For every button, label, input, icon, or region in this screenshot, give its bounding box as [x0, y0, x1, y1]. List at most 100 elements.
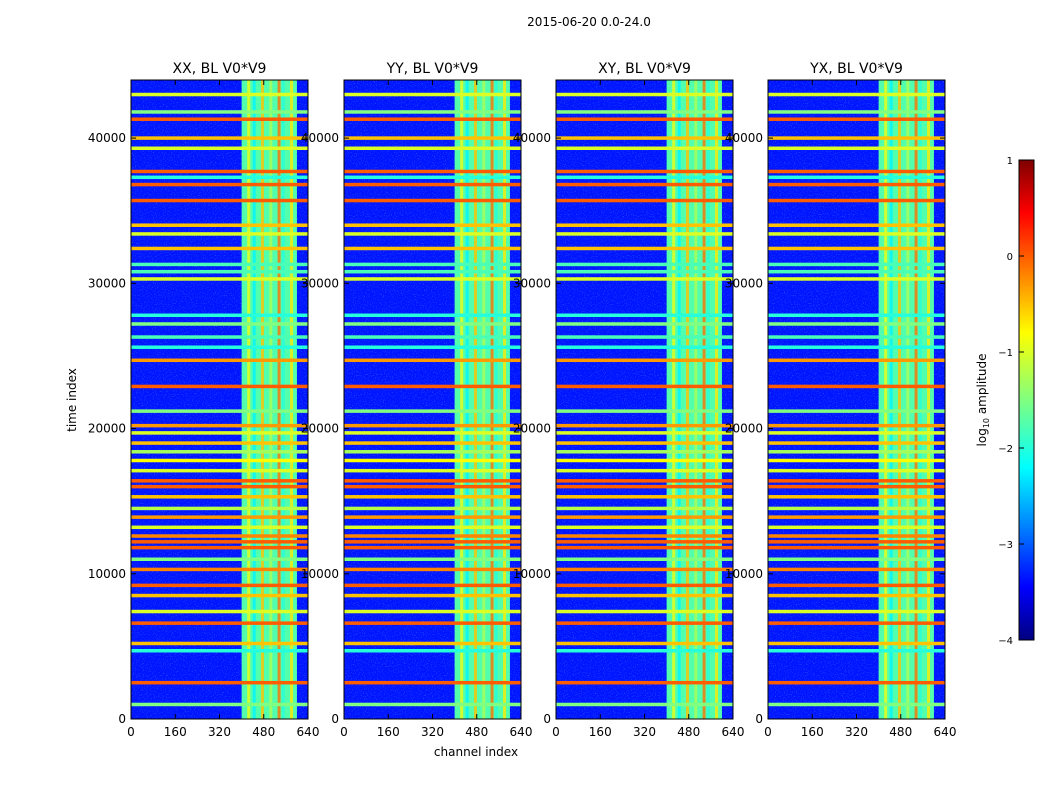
y-tick-label: 20000 [513, 422, 551, 436]
band-channel-line-1 [465, 80, 469, 719]
rfi-row-16 [768, 495, 945, 499]
rfi-row-2 [556, 648, 733, 653]
x-tick-label: 160 [377, 725, 400, 739]
band-channel-line-0 [460, 80, 464, 719]
rfi-row-19 [768, 468, 945, 473]
rfi-row-5 [556, 609, 733, 614]
figure-suptitle: 2015-06-20 0.0-24.0 [527, 15, 651, 29]
rfi-row-38 [556, 198, 733, 203]
rfi-row-1 [768, 680, 945, 685]
rfi-row-15 [768, 506, 945, 511]
rfi-row-39 [768, 182, 945, 187]
rfi-row-34 [131, 262, 308, 267]
rfi-row-24 [768, 423, 945, 428]
panel-2: XY, BL V0*V9 0 160 320 480 640 0 10000 20000 3000… [513, 61, 745, 739]
rfi-row-46 [131, 92, 308, 97]
x-tick-label: 160 [801, 725, 824, 739]
y-tick-label: 30000 [301, 276, 339, 290]
colorbar-tick-label: −2 [998, 444, 1013, 455]
rfi-row-23 [344, 431, 521, 435]
rfi-row-34 [768, 262, 945, 267]
rfi-row-30 [131, 322, 308, 326]
band-channel-line-6 [715, 80, 719, 719]
rfi-row-5 [768, 609, 945, 614]
rfi-row-15 [131, 506, 308, 511]
y-tick-label: 20000 [725, 422, 763, 436]
rfi-row-46 [344, 92, 521, 97]
band-channel-line-0 [672, 80, 676, 719]
y-tick-label: 10000 [88, 567, 126, 581]
rfi-row-0 [131, 702, 308, 707]
rfi-row-33 [344, 269, 521, 274]
rfi-row-14 [131, 515, 308, 519]
rfi-row-30 [556, 322, 733, 326]
rfi-row-8 [344, 567, 521, 572]
rfi-row-8 [768, 567, 945, 572]
rfi-row-0 [344, 702, 521, 707]
rfi-row-28 [556, 345, 733, 349]
rfi-row-11 [344, 540, 521, 544]
band-channel-line-2 [897, 80, 901, 719]
rfi-row-18 [768, 479, 945, 483]
band-channel-line-5 [918, 80, 922, 719]
colorbar-label-log: log [975, 428, 989, 446]
y-tick-label: 40000 [301, 131, 339, 145]
rfi-row-25 [556, 409, 733, 413]
rfi-row-26 [768, 384, 945, 389]
rfi-row-20 [768, 458, 945, 463]
rfi-row-36 [131, 232, 308, 236]
rfi-row-34 [344, 262, 521, 267]
band-channel-line-1 [889, 80, 893, 719]
rfi-row-38 [344, 198, 521, 203]
rfi-row-30 [768, 322, 945, 326]
rfi-row-42 [344, 146, 521, 151]
rfi-row-44 [768, 117, 945, 121]
rfi-row-20 [344, 458, 521, 463]
band-channel-line-3 [269, 80, 273, 719]
x-tick-label: 0 [340, 725, 348, 739]
rfi-row-36 [768, 232, 945, 236]
rfi-row-16 [131, 495, 308, 499]
rfi-row-32 [131, 277, 308, 281]
rfi-row-6 [556, 593, 733, 598]
rfi-row-29 [556, 335, 733, 339]
y-tick-label: 10000 [725, 567, 763, 581]
rfi-row-43 [556, 136, 733, 140]
rfi-row-23 [556, 431, 733, 435]
rfi-row-36 [556, 232, 733, 236]
rfi-row-44 [131, 117, 308, 121]
rfi-row-35 [344, 246, 521, 251]
x-tick-label: 640 [934, 725, 957, 739]
rfi-row-10 [768, 545, 945, 550]
panel-1: YY, BL V0*V9 0 160 320 480 640 0 10000 20000 3000… [301, 61, 533, 739]
rfi-row-40 [768, 175, 945, 180]
rfi-row-45 [768, 110, 945, 114]
x-tick-label: 160 [589, 725, 612, 739]
rfi-row-6 [344, 593, 521, 598]
rfi-row-28 [768, 345, 945, 349]
rfi-row-17 [344, 484, 521, 489]
rfi-row-3 [556, 641, 733, 646]
y-tick-label: 30000 [513, 276, 551, 290]
y-tick-label: 0 [331, 712, 339, 726]
rfi-row-41 [344, 169, 521, 174]
rfi-row-1 [556, 680, 733, 685]
rfi-row-2 [131, 648, 308, 653]
rfi-row-37 [556, 223, 733, 227]
rfi-row-17 [131, 484, 308, 489]
rfi-row-24 [344, 423, 521, 428]
band-channel-line-4 [914, 80, 918, 719]
band-channel-line-5 [706, 80, 710, 719]
band-channel-line-1 [677, 80, 681, 719]
rfi-row-8 [556, 567, 733, 572]
rfi-row-18 [344, 479, 521, 483]
rfi-row-16 [556, 495, 733, 499]
rfi-row-17 [768, 484, 945, 489]
x-tick-label: 320 [208, 725, 231, 739]
rfi-row-46 [768, 92, 945, 97]
colorbar-ticks: 1 0 −1 −2 −3 −4 [998, 156, 1024, 647]
band-channel-line-5 [494, 80, 498, 719]
band-channel-line-0 [884, 80, 888, 719]
x-tick-label: 480 [465, 725, 488, 739]
rfi-row-35 [768, 246, 945, 251]
